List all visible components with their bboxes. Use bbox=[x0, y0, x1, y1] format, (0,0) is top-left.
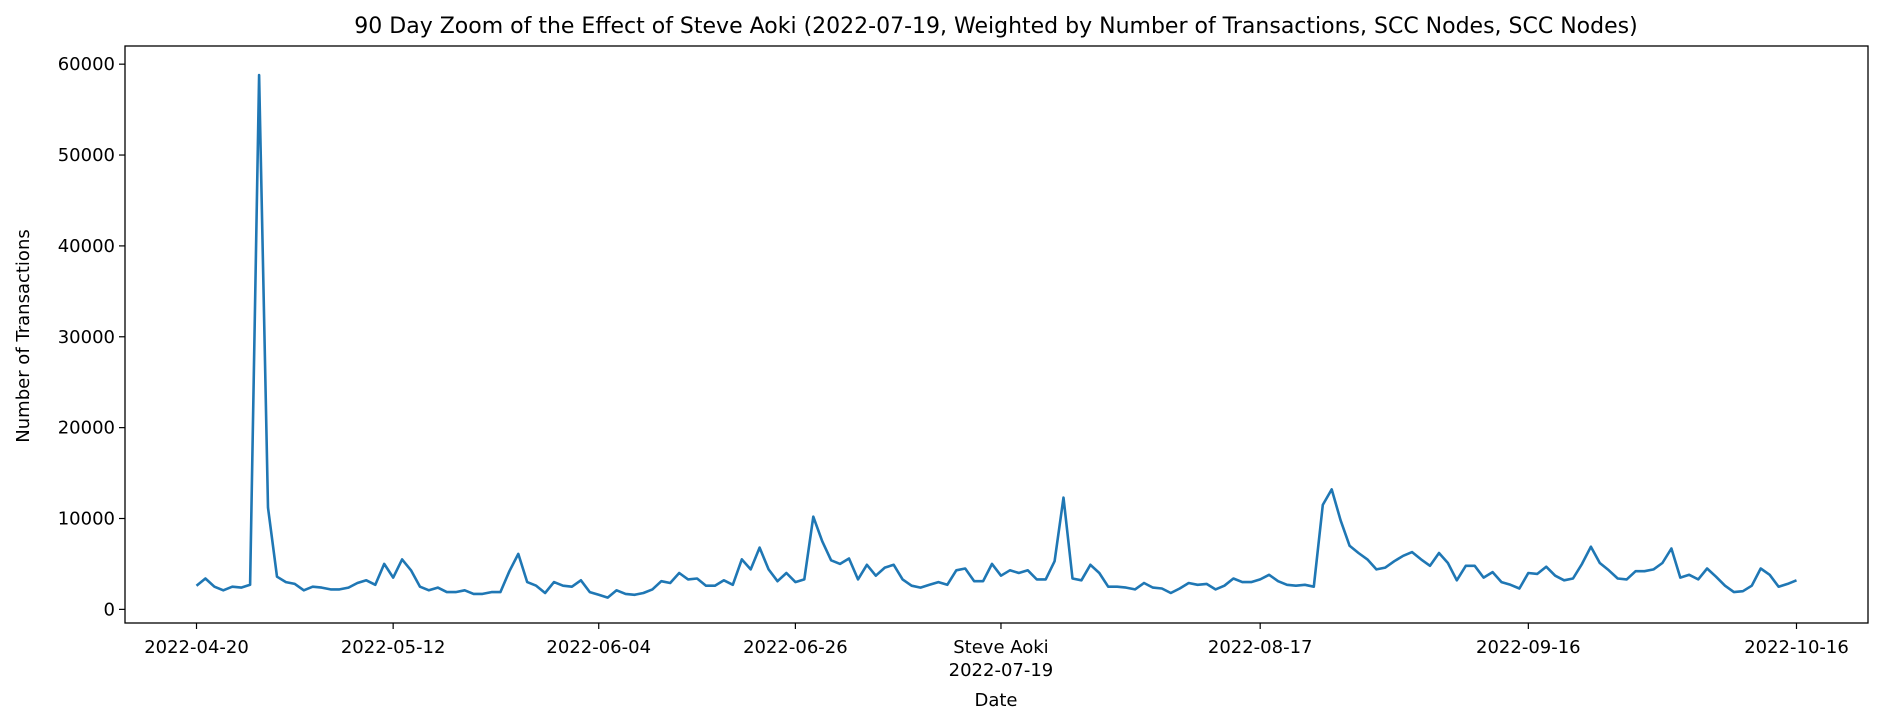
x-tick-sublabel: 2022-07-19 bbox=[949, 660, 1054, 681]
x-tick-label: 2022-06-26 bbox=[743, 637, 848, 658]
x-tick-label: 2022-06-04 bbox=[546, 637, 651, 658]
y-tick-label: 40000 bbox=[58, 236, 115, 257]
series-line-0 bbox=[195, 73, 1797, 599]
x-tick-label: Steve Aoki bbox=[953, 637, 1048, 658]
x-axis: 2022-04-20 2022-05-12 2022-06-04 2022-06-26… bbox=[144, 623, 1849, 681]
y-axis: 0 10000 20000 30000 40000 50000 60000 bbox=[58, 54, 125, 620]
y-tick-label: 20000 bbox=[58, 418, 115, 439]
x-tick-label: 2022-08-17 bbox=[1208, 637, 1313, 658]
x-tick-label: 2022-09-16 bbox=[1476, 637, 1581, 658]
x-axis-label: Date bbox=[974, 690, 1017, 711]
x-tick-label: 2022-05-12 bbox=[341, 637, 446, 658]
x-tick-label: 2022-04-20 bbox=[144, 637, 249, 658]
y-tick-label: 30000 bbox=[58, 327, 115, 348]
y-tick-label: 50000 bbox=[58, 145, 115, 166]
plot-frame bbox=[124, 45, 1869, 624]
y-tick-label: 60000 bbox=[58, 54, 115, 75]
y-tick-label: 0 bbox=[104, 599, 115, 620]
plot-area bbox=[195, 73, 1797, 599]
y-axis-label: Number of Transactions bbox=[13, 229, 34, 442]
y-tick-label: 10000 bbox=[58, 509, 115, 530]
chart-title: 90 Day Zoom of the Effect of Steve Aoki … bbox=[354, 14, 1637, 39]
x-tick-label: 2022-10-16 bbox=[1744, 637, 1849, 658]
